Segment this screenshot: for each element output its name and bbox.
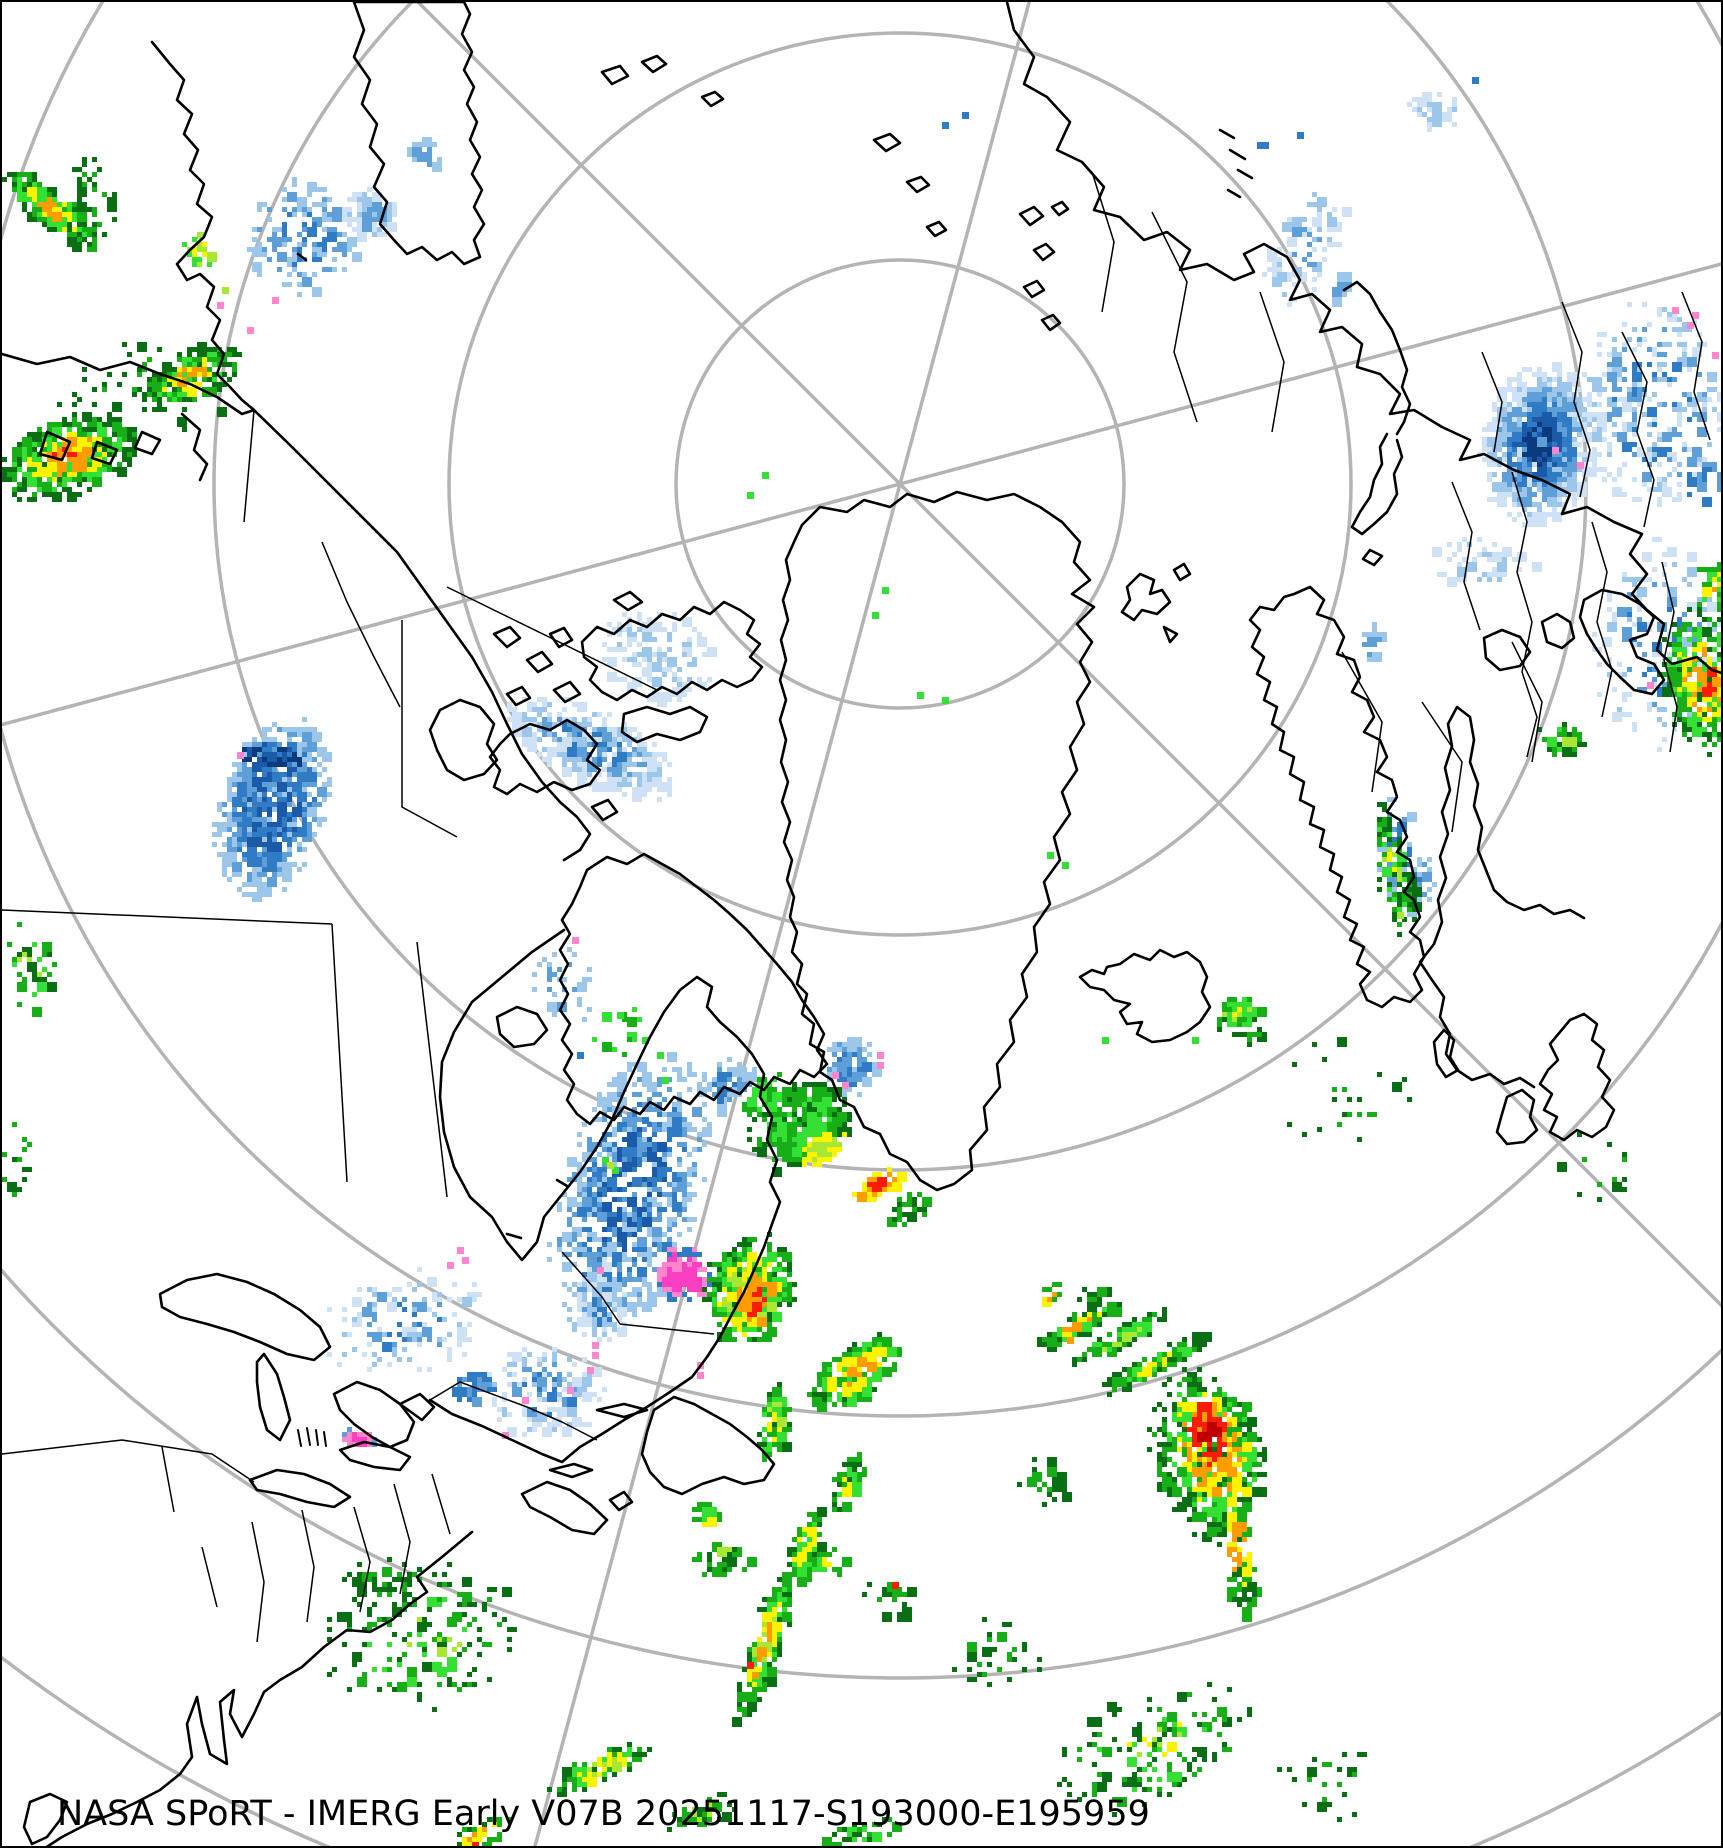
coast-mainland-arctic [254,410,590,860]
precipitation-layer [2,77,1721,1846]
coast-nova-scotia [522,1464,632,1534]
coast-ireland [1497,1090,1537,1144]
coast-novaya-zemlya [1344,282,1410,565]
coast-hudson-bay [440,930,720,1260]
coast-wrangel [602,66,628,84]
border-us-states [162,1447,450,1642]
coast-svalbard [1122,564,1190,642]
coast-scandinavia [1250,587,1424,1007]
coast-baltic [1420,707,1584,1087]
coast-lake-superior [160,1274,330,1360]
coast-labrador [430,1022,780,1462]
coast-great-britain [1540,1014,1614,1140]
coast-iceland [1080,950,1210,1042]
border-ontario-manitoba [417,942,447,1197]
border-nwt-nunavut [402,587,657,837]
coast-queen-elizabeth-islands [494,627,580,705]
coast-victoria-island [490,720,600,794]
border-fennoscandia [1342,642,1542,832]
coast-alaska-south [2,254,306,480]
border-alaska-yukon [244,410,254,522]
coast-severnaya-zemlya [1220,130,1252,197]
coast-lake-huron [334,1382,434,1447]
border-60th-parallel [2,910,332,924]
border-russia-oblasts [1452,292,1710,757]
coast-lakes-russia [1484,614,1574,670]
border-siberia-rivers [1092,172,1284,432]
coast-new-siberian-islands [642,56,946,236]
coast-ellesmere [582,592,762,700]
border-mackenzie-river [322,542,400,707]
coast-lake-ontario [340,1442,410,1470]
coast-kola-white-sea [1580,590,1664,694]
coast-denmark [1434,1030,1458,1077]
coast-banks-island [430,700,497,780]
coast-siberia [1007,2,1723,674]
coast-greenland [780,492,1094,1190]
border-us-canada [2,1440,254,1482]
coast-devon-somerset [592,707,707,820]
political-borders [2,172,1710,1642]
coast-lake-erie [250,1470,350,1507]
coast-baffin-island [560,854,827,1124]
coast-newfoundland [597,1397,774,1494]
coast-finger-lakes [298,1428,326,1446]
border-quebec-labrador [562,1252,714,1334]
coast-alaska-west [152,42,254,410]
coast-franz-josef-land [1020,202,1068,330]
coast-chukotka [354,2,484,264]
coast-lake-michigan [257,1354,290,1440]
coast-southampton [497,1007,547,1047]
product-caption: NASA SPoRT - IMERG Early V07B 20251117-S… [57,1794,1150,1834]
coast-us-east [24,1532,472,1848]
border-st-lawrence-river [430,1382,597,1440]
border-manitoba [332,924,347,1182]
